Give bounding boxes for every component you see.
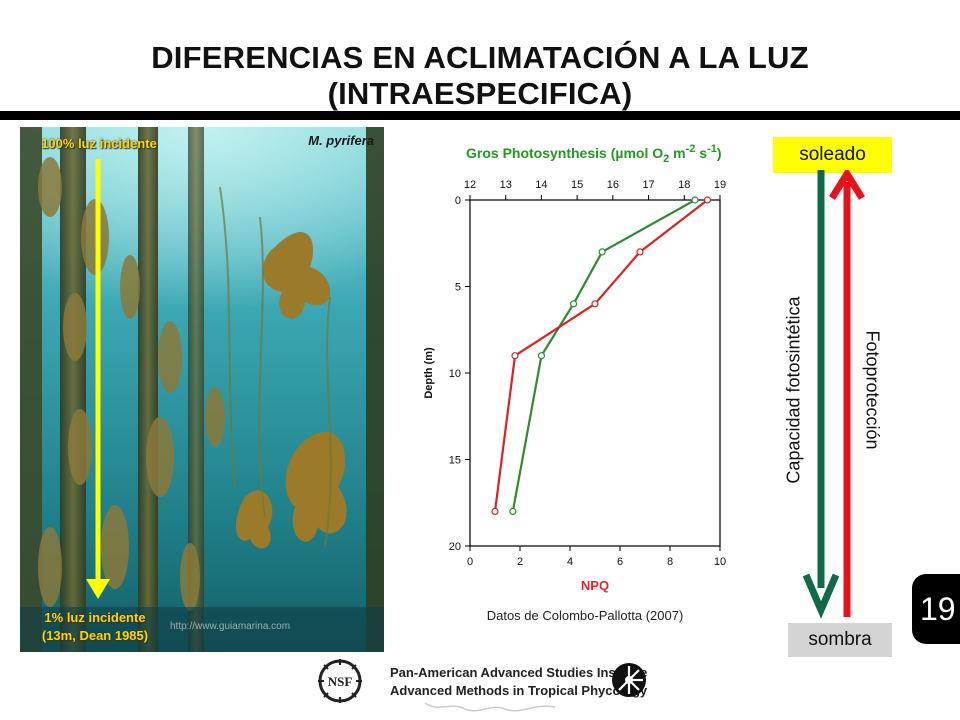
series-point-1 — [509, 507, 517, 515]
photo-top-label: 100% luz incidente — [41, 136, 157, 151]
x-axis-tick-label: 0 — [467, 556, 473, 568]
slide-number: 19 — [912, 574, 960, 644]
photo-bottom-label-2: (13m, Dean 1985) — [41, 628, 149, 643]
slide-title: DIFERENCIAS EN ACLIMATACIÓN A LA LUZ (IN… — [151, 40, 809, 111]
y-axis-label: Depth (m) — [423, 347, 435, 399]
series-point-1 — [537, 352, 546, 360]
top-axis-tick-label: 18 — [678, 179, 690, 191]
footer-line-1: Pan-American Advanced Studies Institute — [390, 665, 648, 680]
red-arrowhead — [829, 170, 865, 200]
plot-frame — [469, 199, 721, 547]
nsf-logo-icon: NSF — [318, 659, 362, 703]
series-point-2 — [491, 507, 499, 515]
gradient-arrows — [802, 170, 865, 619]
x-axis-tick-label: 2 — [517, 556, 523, 568]
top-axis-tick-label: 15 — [571, 179, 583, 191]
photosynthetic-capacity-label: Capacidad fotosintética — [783, 296, 804, 484]
series-point-1 — [569, 300, 578, 308]
title-divider — [0, 111, 960, 120]
y-axis-tick-label: 10 — [449, 368, 461, 380]
nsf-logo-text: NSF — [328, 674, 353, 689]
top-axis-tick-label: 16 — [607, 179, 619, 191]
y-axis-tick-label: 20 — [449, 541, 461, 553]
x-axis-label: NPQ — [581, 578, 609, 593]
photoprotection-label: Fotoprotección — [862, 330, 883, 450]
y-axis-tick-label: 0 — [455, 195, 461, 207]
series-point-1 — [598, 248, 606, 256]
starburst-logo-icon — [612, 663, 646, 697]
footer-line-2: Advanced Methods in Tropical Phycology — [390, 683, 648, 698]
y-axis-tick-label: 15 — [449, 455, 461, 467]
photo-watermark: http://www.guiamarina.com — [170, 621, 291, 632]
series-line-2 — [493, 199, 709, 512]
x-axis-tick-label: 10 — [714, 556, 726, 568]
sunny-label: soleado — [773, 137, 892, 173]
green-arrowhead — [802, 573, 840, 619]
chart-source: Datos de Colombo-Pallotta (2007) — [486, 608, 684, 623]
depth-profile-chart: Gros Photosynthesis (µmol O2 m-2 s-1) 12 1… — [423, 143, 726, 593]
kelp-forest-image — [20, 127, 384, 652]
x-axis-tick-label: 4 — [567, 556, 573, 568]
series-point-2 — [511, 352, 519, 360]
series-point-2 — [703, 196, 712, 204]
decorative-seaweed-icon — [424, 702, 556, 712]
kelp-photo: 100% luz incidente M. pyrifera http://ww… — [20, 127, 384, 652]
x-axis-tick-label: 8 — [667, 556, 673, 568]
series-point-1 — [691, 196, 699, 204]
top-axis-tick-label: 17 — [642, 179, 654, 191]
top-axis-tick-label: 19 — [714, 179, 726, 191]
chart-title: Gros Photosynthesis (µmol O2 m-2 s-1) — [466, 143, 722, 165]
series-point-2 — [591, 300, 599, 308]
y-axis-tick-label: 5 — [455, 282, 461, 294]
top-axis-tick-label: 13 — [500, 179, 512, 191]
top-axis-tick-label: 12 — [464, 179, 476, 191]
top-axis-tick-label: 14 — [535, 179, 547, 191]
footer-logos: NSF Pan-American Advanced Studies Instit… — [310, 657, 650, 712]
light-gradient-arrowhead — [86, 579, 110, 599]
photo-bottom-label-1: 1% luz incidente — [44, 610, 146, 625]
species-label: M. pyrifera — [308, 133, 374, 148]
shade-label: sombra — [788, 623, 892, 657]
series-point-2 — [636, 248, 644, 256]
x-axis-tick-label: 6 — [617, 556, 623, 568]
